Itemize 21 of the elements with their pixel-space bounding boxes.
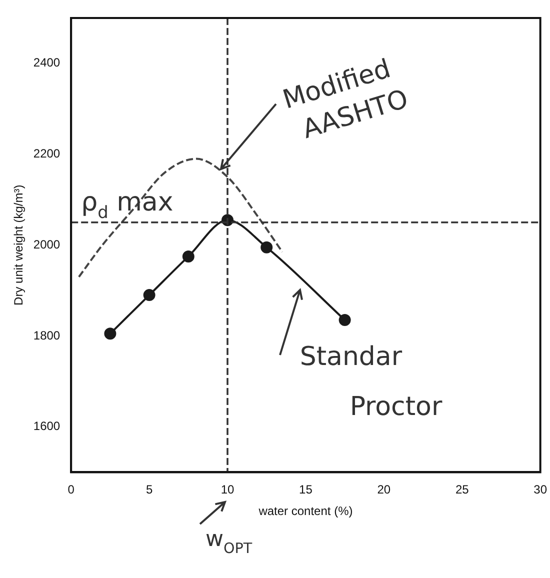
series-label: Standar Proctor <box>300 342 442 422</box>
y-tick-label: 1600 <box>33 419 60 434</box>
y-tick-label: 2000 <box>33 237 60 252</box>
x-axis-title: water content (%) <box>258 504 353 518</box>
y-axis-title: Dry unit weight (kg/m³) <box>12 184 26 306</box>
x-tick-label: 10 <box>220 482 234 497</box>
y-tick-label: 2400 <box>33 56 60 70</box>
point <box>104 328 116 340</box>
x-tick-label: 15 <box>299 482 313 497</box>
point <box>338 314 351 326</box>
point <box>182 250 194 262</box>
point <box>143 289 156 302</box>
x-tick-label: 25 <box>455 482 470 497</box>
x-tick-label: 5 <box>146 482 153 497</box>
x-tick-label: 30 <box>534 482 548 497</box>
point <box>260 241 273 254</box>
y-tick-label: 1800 <box>33 328 60 342</box>
line-series <box>78 158 284 278</box>
y-tick-label: 2200 <box>33 146 60 161</box>
x-tick-label: 20 <box>377 482 391 497</box>
x-tick-label: 0 <box>68 482 75 497</box>
